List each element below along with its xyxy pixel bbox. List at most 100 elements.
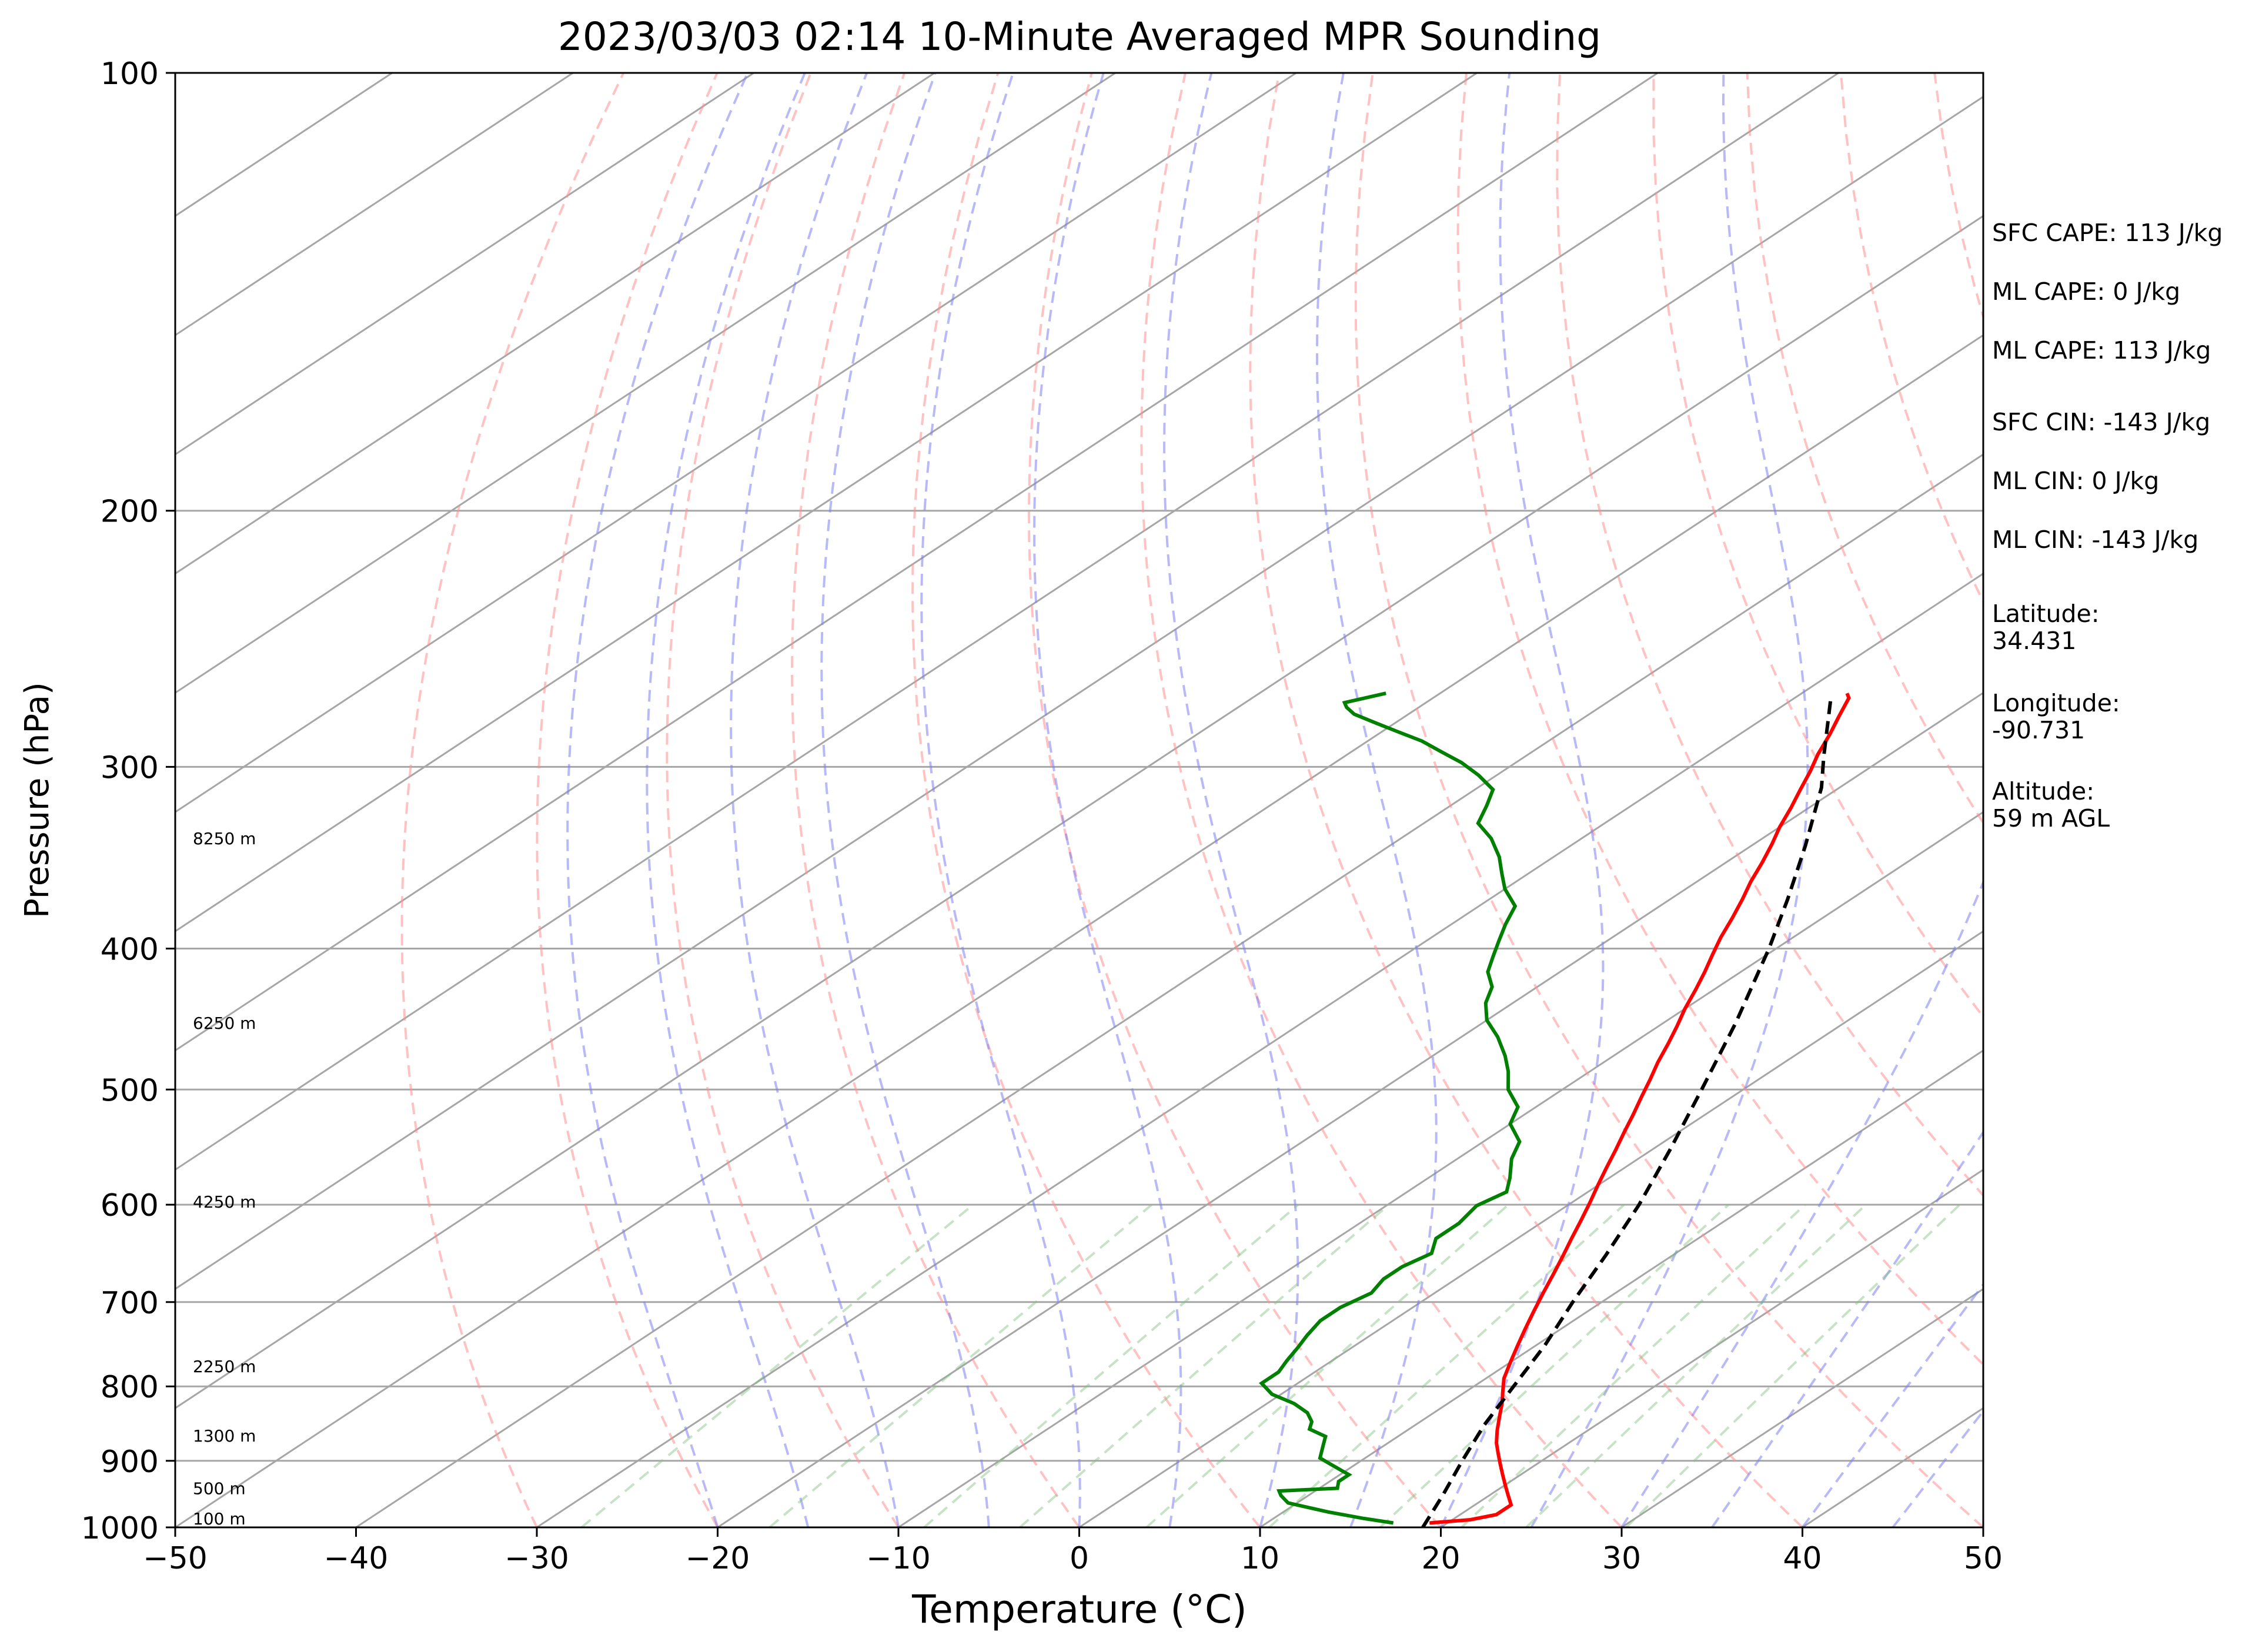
x-tick-label: −40	[324, 1541, 389, 1576]
mu-cin-text: ML CIN: -143 J/kg	[1992, 526, 2199, 554]
moist-adiabat-35	[1711, 1130, 1983, 1527]
dry-adiabat-60	[1456, 73, 1983, 1366]
dry-adiabat--30	[400, 73, 625, 1527]
dry-adiabat-90	[1746, 73, 1983, 825]
mixing-ratio-8	[1268, 1203, 1625, 1527]
mixing-ratio-28	[1625, 1203, 1961, 1527]
longitude-value: -90.731	[1992, 716, 2086, 744]
moist-adiabat--10	[730, 73, 900, 1527]
altitude-label: Altitude:	[1992, 777, 2095, 805]
moist-adiabat-0	[920, 73, 1081, 1527]
isotherm--80	[175, 73, 1839, 1171]
x-tick-label: 20	[1421, 1541, 1460, 1576]
isotherm-10	[1259, 1049, 1983, 1527]
moist-adiabat-20	[1439, 73, 1605, 1527]
isotherm-0	[1078, 930, 1983, 1527]
x-tick-label: 10	[1241, 1541, 1279, 1576]
sfc-cape-text: SFC CAPE: 113 J/kg	[1992, 219, 2223, 247]
x-tick-label: 40	[1783, 1541, 1822, 1576]
temperature-profile-line	[1429, 693, 1851, 1525]
isotherm--150	[175, 73, 574, 336]
dry-adiabat-20	[1027, 73, 1442, 1527]
mixing-ratio-3	[1019, 1203, 1390, 1527]
ml-cape-text: ML CAPE: 0 J/kg	[1992, 277, 2181, 306]
mixing-ratio-2	[923, 1203, 1299, 1527]
isotherm-20	[1440, 1168, 1983, 1527]
dry-adiabat-lines	[400, 73, 1983, 1527]
moist-adiabat--5	[820, 73, 990, 1527]
x-tick-label: −50	[143, 1541, 208, 1576]
x-axis-label: Temperature (°C)	[911, 1587, 1247, 1632]
x-axis-ticks: −50 −40 −30 −20 −10 0 10 20 30 40 50	[143, 1527, 2003, 1576]
y-tick-label: 500	[101, 1073, 159, 1108]
height-label: 500 m	[193, 1479, 246, 1499]
moist-adiabat-10	[1163, 73, 1299, 1527]
isotherm--20	[717, 691, 1983, 1527]
mixing-ratio-1	[768, 1203, 1153, 1527]
height-label: 100 m	[193, 1509, 246, 1529]
dry-adiabat--20	[536, 73, 719, 1527]
latitude-value: 34.431	[1992, 627, 2077, 655]
moist-adiabat--20	[566, 73, 749, 1527]
dry-adiabat-0	[790, 73, 1081, 1527]
mixing-ratio-20	[1525, 1203, 1867, 1527]
height-label: 1300 m	[193, 1426, 256, 1446]
dry-adiabat--10	[666, 73, 900, 1527]
y-tick-label: 700	[101, 1286, 159, 1321]
isotherm--130	[175, 73, 935, 575]
parcel-profile-line	[1421, 697, 1833, 1527]
profile-lines	[1259, 691, 1851, 1527]
x-tick-label: −20	[686, 1541, 750, 1576]
x-tick-label: −30	[504, 1541, 569, 1576]
x-tick-label: 0	[1070, 1541, 1089, 1576]
y-tick-label: 300	[101, 750, 159, 785]
isotherm--40	[355, 453, 1983, 1527]
y-tick-label: 1000	[81, 1511, 159, 1546]
height-label: 8250 m	[193, 829, 256, 848]
x-tick-label: 50	[1964, 1541, 2003, 1576]
latitude-label: Latitude:	[1992, 600, 2100, 628]
y-tick-label: 600	[101, 1188, 159, 1223]
y-tick-label: 100	[101, 56, 159, 92]
longitude-label: Longitude:	[1992, 689, 2120, 717]
isotherm--110	[175, 73, 1297, 814]
y-tick-label: 200	[101, 494, 159, 530]
isotherm--90	[175, 73, 1659, 1052]
background-lines	[175, 73, 1983, 1527]
isotherm--70	[175, 95, 1983, 1290]
mixing-ratio-12	[1379, 1203, 1730, 1527]
mixing-ratio-5	[1145, 1203, 1509, 1527]
dry-adiabat-40	[1249, 73, 1803, 1527]
isotherm--100	[175, 73, 1478, 932]
dry-adiabat-30	[1140, 73, 1623, 1527]
height-label: 6250 m	[193, 1014, 256, 1033]
altitude-value: 59 m AGL	[1992, 804, 2110, 832]
moist-adiabat-25	[1530, 73, 1809, 1527]
dry-adiabat-50	[1354, 73, 1983, 1527]
moist-adiabat-lines	[566, 73, 1983, 1527]
x-tick-label: 30	[1602, 1541, 1641, 1576]
y-tick-label: 800	[101, 1370, 159, 1405]
isotherm--50	[175, 334, 1983, 1527]
dewpoint-profile-line	[1259, 691, 1522, 1525]
moist-adiabat-5	[1033, 73, 1182, 1527]
sfc-cin-text: SFC CIN: -143 J/kg	[1992, 408, 2211, 436]
isotherm--120	[175, 73, 1116, 694]
y-axis-label: Pressure (hPa)	[18, 682, 56, 918]
dry-adiabat-10	[911, 73, 1261, 1527]
ml-cin-text: ML CIN: 0 J/kg	[1992, 467, 2160, 495]
mixing-ratio-0.4	[580, 1203, 974, 1527]
mixing-ratio-16	[1461, 1203, 1806, 1527]
height-label: 4250 m	[193, 1192, 256, 1212]
chart-title: 2023/03/03 02:14 10-Minute Averaged MPR …	[558, 14, 1601, 59]
height-label: 2250 m	[193, 1357, 256, 1376]
mu-cape-text: ML CAPE: 113 J/kg	[1992, 336, 2211, 364]
isotherm--10	[898, 811, 1983, 1527]
isotherm--60	[175, 215, 1983, 1410]
y-axis-ticks: 100 200 300 400 500 600 700 800 900 1000	[81, 56, 175, 1546]
isotherm--30	[536, 572, 1983, 1527]
dry-adiabat-70	[1556, 73, 1983, 1198]
moist-adiabat-30	[1620, 879, 1983, 1527]
